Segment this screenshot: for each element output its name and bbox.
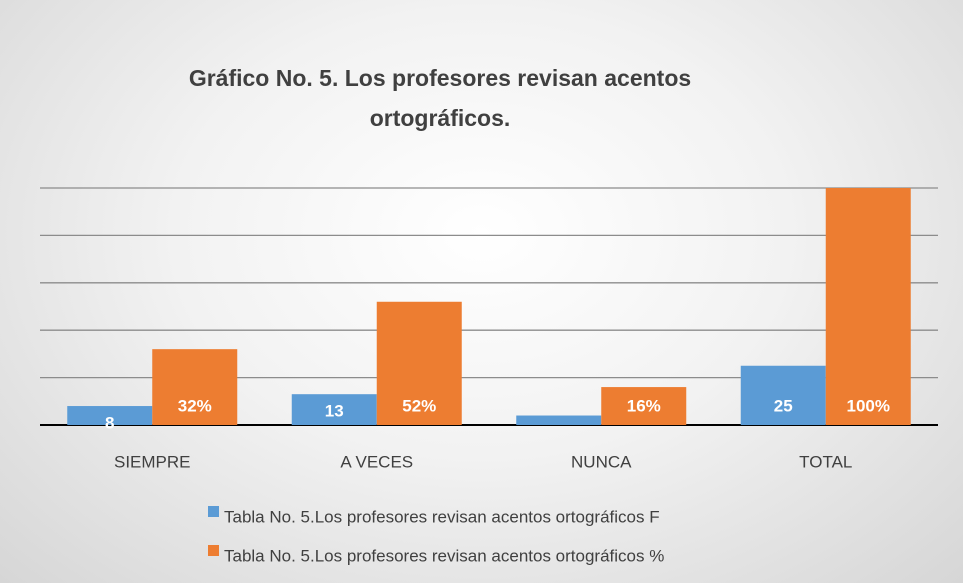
data-label: 8	[105, 414, 114, 433]
bar	[291, 394, 377, 425]
bar	[740, 365, 826, 425]
data-label: 100%	[847, 396, 890, 415]
bar	[152, 349, 238, 425]
legend-swatch	[208, 545, 219, 556]
legend-label: Tabla No. 5.Los profesores revisan acent…	[224, 546, 664, 565]
x-tick-label: A VECES	[340, 452, 413, 471]
data-label: 52%	[402, 396, 436, 415]
data-label: 32%	[178, 396, 212, 415]
x-tick-label: SIEMPRE	[114, 452, 191, 471]
data-label: 13	[325, 402, 344, 421]
chart-title: Gráfico No. 5. Los profesores revisan ac…	[188, 65, 692, 131]
data-label: 16%	[627, 396, 661, 415]
x-tick-label: TOTAL	[799, 452, 852, 471]
legend-label: Tabla No. 5.Los profesores revisan acent…	[224, 507, 660, 526]
bar	[601, 387, 687, 425]
bar	[67, 406, 153, 425]
bar	[825, 188, 911, 425]
data-label: 25	[774, 396, 793, 415]
bar	[516, 415, 602, 425]
legend-swatch	[208, 506, 219, 517]
bar	[376, 301, 462, 425]
x-tick-label: NUNCA	[571, 452, 632, 471]
